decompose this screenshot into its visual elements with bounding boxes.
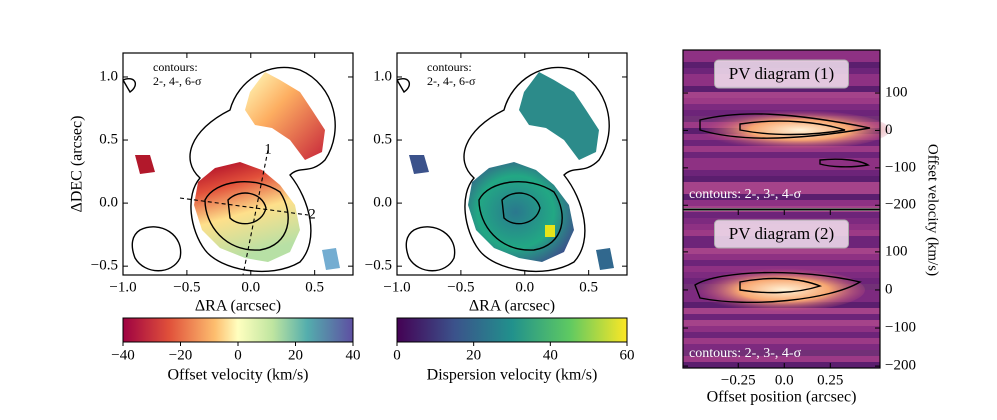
y-tick-label: 1.0: [373, 68, 392, 84]
x-tick-label: −0.5: [173, 279, 200, 295]
pv-stripe: [683, 50, 880, 56]
x-tick-label: −1.0: [109, 279, 136, 295]
pv-stripe: [683, 212, 880, 218]
y-tick-label: 0.5: [373, 131, 392, 147]
colorbar-label: Offset velocity (km/s): [167, 367, 308, 384]
pv-stripe: [683, 362, 880, 368]
colorbar-tick-label: 20: [288, 347, 303, 363]
y-axis-label: Offset velocity (km/s): [925, 144, 941, 276]
y-tick-label: 0.0: [99, 195, 118, 211]
y-tick-label: 100: [885, 84, 908, 100]
pv-stripe: [683, 188, 880, 194]
colorbar-tick-label: −20: [169, 347, 192, 363]
pv-stripe: [683, 350, 880, 356]
title-box: [714, 59, 849, 89]
pv-stripe: [683, 338, 880, 344]
axes-frame: [122, 52, 354, 276]
pv-stripe: [683, 56, 880, 62]
y-tick-label: 0.0: [373, 195, 392, 211]
pv-stripe: [683, 104, 880, 110]
pv-stripe: [683, 344, 880, 350]
y-tick-label: 0: [885, 122, 893, 138]
x-tick-label: 0.5: [579, 279, 598, 295]
pv-stripe: [683, 176, 880, 182]
annotation: contours:: [153, 60, 198, 74]
dispersion-map: [397, 66, 614, 273]
panel-title: PV diagram (2): [729, 224, 834, 243]
colorbar-tick-label: 60: [620, 347, 635, 363]
pv-stripe: [683, 254, 880, 260]
colorbar-tick-label: 40: [346, 347, 361, 363]
y-tick-label: 1.0: [99, 68, 118, 84]
x-tick-label: 0.25: [817, 372, 843, 388]
x-axis-label: ΔRA (arcsec): [195, 298, 281, 315]
x-tick-label: −1.0: [383, 279, 410, 295]
colorbar: [396, 317, 628, 343]
pv-stripe: [683, 248, 880, 254]
colorbar: [122, 317, 354, 343]
axes-frame: [396, 52, 628, 276]
y-tick-label: 0: [885, 281, 893, 297]
annotation: contours: 2-, 3-, 4-σ: [689, 346, 802, 361]
colorbar-tick-label: 0: [393, 347, 401, 363]
y-tick-label: −200: [885, 358, 916, 374]
annotation: 2-, 4-, 6-σ: [153, 74, 202, 88]
x-tick-label: −0.5: [447, 279, 474, 295]
x-tick-label: 0.0: [241, 279, 260, 295]
y-tick-label: −200: [885, 197, 916, 213]
pv-stripe: [683, 158, 880, 164]
x-tick-label: −0.25: [721, 372, 756, 388]
y-tick-label: −0.5: [365, 258, 392, 274]
y-tick-label: −0.5: [91, 258, 118, 274]
colorbar-tick-label: 20: [466, 347, 481, 363]
annotation: contours:: [427, 60, 472, 74]
pv-stripe: [683, 260, 880, 266]
pv-stripe: [683, 194, 880, 200]
y-tick-label: 0.5: [99, 131, 118, 147]
y-tick-label: 100: [885, 243, 908, 259]
y-tick-label: −100: [885, 159, 916, 175]
y-tick-label: −100: [885, 319, 916, 335]
x-axis-label: ΔRA (arcsec): [469, 298, 555, 315]
annotation: 2-, 4-, 6-σ: [427, 74, 476, 88]
axes-frame: [682, 209, 881, 369]
colorbar-tick-label: −40: [111, 347, 134, 363]
axes-frame: [682, 49, 881, 210]
colorbar-tick-label: 0: [234, 347, 242, 363]
velocity-map: [123, 66, 340, 275]
annotation: contours: 2-, 3-, 4-σ: [689, 187, 802, 202]
pv-stripe: [683, 320, 880, 326]
pv-stripe: [683, 170, 880, 176]
cut-label: 2: [308, 206, 316, 222]
pv-stripe: [683, 152, 880, 158]
pv-stripe: [683, 332, 880, 338]
pv-stripe: [683, 92, 880, 98]
x-axis-label: Offset position (arcsec): [707, 389, 857, 406]
pv-stripe: [683, 182, 880, 188]
cut-label: 1: [264, 141, 272, 157]
x-tick-label: 0.0: [515, 279, 534, 295]
y-axis-label: ΔDEC (arcsec): [69, 116, 86, 213]
pv-stripe: [683, 314, 880, 320]
pv-stripe: [683, 200, 880, 206]
pv-stripe: [683, 86, 880, 92]
pv-stripe: [683, 164, 880, 170]
pv-emission: [685, 110, 890, 312]
pv-stripe: [683, 98, 880, 104]
pv-stripe: [683, 326, 880, 332]
panel-title: PV diagram (1): [729, 64, 834, 83]
colorbar-tick-label: 40: [543, 347, 558, 363]
x-tick-label: 0.0: [775, 372, 794, 388]
pv-stripe: [683, 356, 880, 362]
title-box: [714, 219, 849, 249]
x-tick-label: 0.5: [305, 279, 324, 295]
colorbar-label: Dispersion velocity (km/s): [427, 367, 598, 384]
